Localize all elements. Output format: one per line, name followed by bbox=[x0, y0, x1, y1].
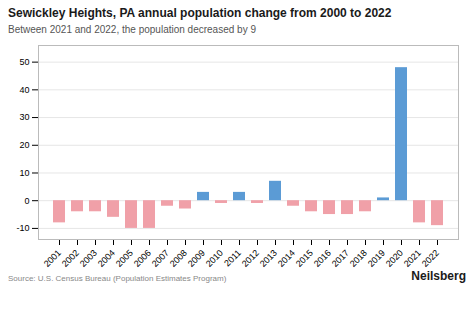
svg-text:2008: 2008 bbox=[168, 248, 189, 269]
html-text:Neilsberg: Neilsberg bbox=[411, 269, 466, 283]
svg-text:2021: 2021 bbox=[402, 248, 423, 269]
svg-text:2013: 2013 bbox=[258, 248, 279, 269]
svg-text:2018: 2018 bbox=[348, 248, 369, 269]
svg-text:2022: 2022 bbox=[420, 248, 441, 269]
svg-text:2017: 2017 bbox=[330, 248, 351, 269]
svg-text:2015: 2015 bbox=[294, 248, 315, 269]
svg-text:2003: 2003 bbox=[78, 248, 99, 269]
svg-text:2009: 2009 bbox=[186, 248, 207, 269]
html-text:Source: U.S. Census Bureau (Po: Source: U.S. Census Bureau (Population E… bbox=[8, 274, 227, 283]
svg-text:2001: 2001 bbox=[42, 248, 63, 269]
svg-text:10: 10 bbox=[19, 168, 29, 178]
svg-text:2014: 2014 bbox=[276, 248, 297, 269]
svg-text:2002: 2002 bbox=[60, 248, 81, 269]
svg-text:2012: 2012 bbox=[240, 248, 261, 269]
html-text:Sewickley Heights, PA annual p: Sewickley Heights, PA annual population … bbox=[8, 6, 392, 20]
svg-text:40: 40 bbox=[19, 85, 29, 95]
svg-text:2006: 2006 bbox=[132, 248, 153, 269]
svg-text:2011: 2011 bbox=[222, 248, 243, 269]
svg-text:2019: 2019 bbox=[366, 248, 387, 269]
html-text:Between 2021 and 2022, the pop: Between 2021 and 2022, the population de… bbox=[8, 24, 256, 35]
svg-text:0: 0 bbox=[24, 196, 29, 206]
svg-text:50: 50 bbox=[19, 57, 29, 67]
svg-text:2007: 2007 bbox=[150, 248, 171, 269]
svg-text:2010: 2010 bbox=[204, 248, 225, 269]
svg-text:-10: -10 bbox=[16, 223, 29, 233]
svg-text:2005: 2005 bbox=[114, 248, 135, 269]
svg-text:2004: 2004 bbox=[96, 248, 117, 269]
svg-text:2016: 2016 bbox=[312, 248, 333, 269]
svg-text:2020: 2020 bbox=[384, 248, 405, 269]
svg-text:20: 20 bbox=[19, 140, 29, 150]
svg-text:30: 30 bbox=[19, 112, 29, 122]
